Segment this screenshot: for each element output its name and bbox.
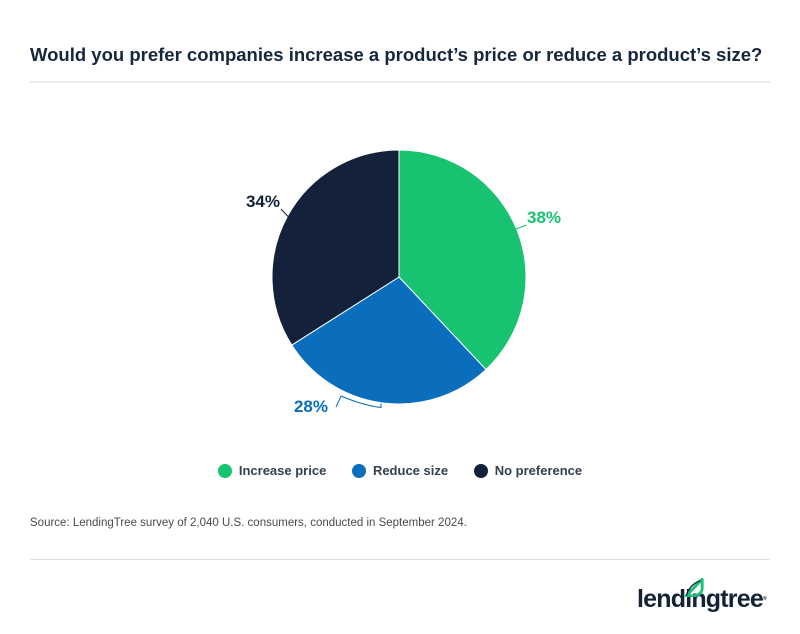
svg-text:38%: 38% <box>527 208 561 227</box>
svg-text:34%: 34% <box>246 192 280 211</box>
svg-text:28%: 28% <box>294 397 328 416</box>
